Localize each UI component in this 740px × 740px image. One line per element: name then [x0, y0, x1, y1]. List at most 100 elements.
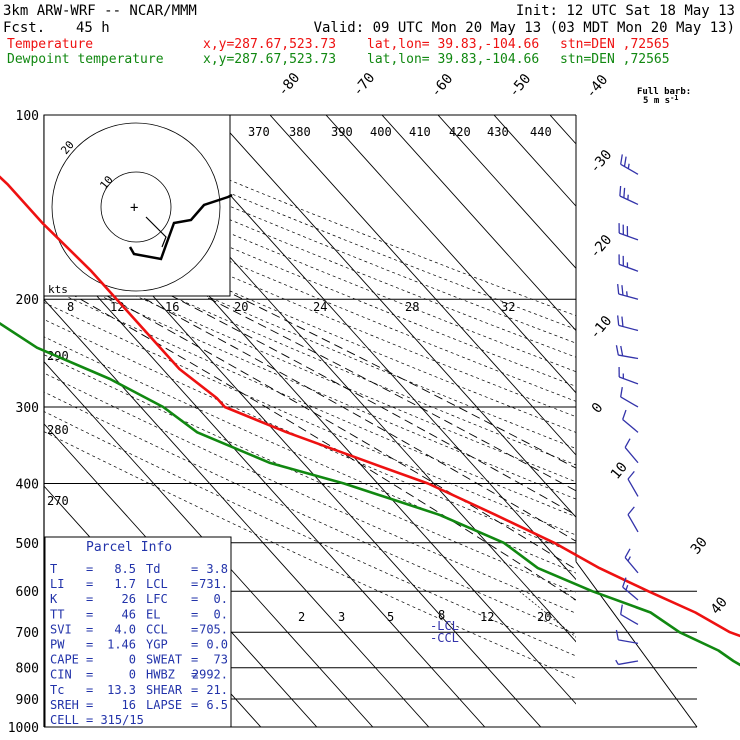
hodograph-frame: [43, 114, 231, 297]
mixing-ratio-label: 20: [537, 610, 551, 624]
wind-barb-shaft: [624, 447, 639, 464]
parcel-info-equals: =: [191, 683, 198, 697]
wind-barb-flag: [621, 316, 624, 327]
parcel-info-value: 0: [129, 668, 136, 682]
isotherm-label: -20: [587, 232, 616, 262]
theta-e-label: 410: [409, 125, 431, 139]
dry-adiabat-line: [44, 253, 576, 483]
parcel-info-key: SHEAR: [146, 683, 183, 697]
isotherm-label: -60: [428, 71, 457, 101]
pressure-tick-label: 800: [16, 662, 39, 677]
wind-barb: [622, 409, 639, 433]
isotherm-label: -80: [275, 70, 304, 100]
parcel-info-key: LAPSE: [146, 698, 182, 712]
wind-barb-shaft: [620, 396, 639, 408]
parcel-info-key: CAPE: [50, 653, 79, 667]
temp-xy: x,y=287.67,523.73: [203, 37, 336, 52]
isotherm-line: [437, 115, 576, 270]
dry-adiabat-line: [44, 208, 576, 433]
wind-barb-shaft: [618, 376, 639, 385]
wind-barb: [624, 438, 639, 464]
dry-adiabat-line: [44, 194, 576, 418]
barb-units: 5 m s-1: [643, 94, 679, 106]
parcel-info-key: T: [50, 562, 57, 576]
sounding-profiles: [0, 175, 740, 667]
hodograph-center-marker: +: [130, 200, 138, 216]
moist-adiabat-line: [44, 278, 576, 601]
parcel-info-key: CCL: [146, 622, 168, 636]
parcel-info-key: K: [50, 592, 58, 606]
parcel-info-equals: =: [191, 668, 198, 682]
parcel-info-equals: =: [191, 698, 198, 712]
model-title: 3km ARW-WRF -- NCAR/MMM: [3, 3, 197, 19]
wind-barb: [615, 629, 639, 644]
init-time: Init: 12 UTC Sat 18 May 13: [516, 3, 735, 19]
parcel-info-value: 0.: [214, 592, 228, 606]
wind-barb: [619, 185, 639, 206]
dry-adiabat-line: [44, 166, 576, 387]
hodograph-trace: [128, 193, 233, 261]
mixing-ratio-lines: [519, 590, 576, 638]
wind-barb-flag: [620, 154, 623, 165]
wind-barb: [627, 470, 639, 497]
wind-barb-flag: [624, 548, 631, 558]
wind-barb-flag: [615, 659, 619, 665]
temp-latlon: lat,lon= 39.83,-104.66: [367, 37, 539, 52]
barb-units-text: 5 m s: [643, 96, 670, 106]
isotherm-label: -40: [583, 72, 612, 102]
isotherm-label: 30: [688, 534, 711, 557]
isotherm-line: [325, 115, 576, 394]
parcel-info-value: 16: [122, 698, 136, 712]
isotherm-label: 10: [608, 459, 631, 482]
parcel-info-equals: =: [191, 562, 198, 576]
parcel-info-key: YGP: [146, 638, 168, 652]
parcel-info-value: 3.8: [206, 562, 228, 576]
parcel-info-key: CIN: [50, 668, 72, 682]
hodograph-speed-label: 24: [313, 300, 327, 314]
wind-barb-flag: [620, 345, 624, 356]
parcel-info-key: EL: [146, 607, 160, 621]
valid-time: Valid: 09 UTC Mon 20 May 13 (03 MDT Mon …: [314, 20, 735, 36]
wind-barb: [617, 315, 639, 332]
pressure-tick-label: 600: [16, 585, 39, 600]
isotherm-label: 0: [589, 400, 607, 417]
dry-adiabats: [44, 115, 576, 679]
mixing-ratio-label: 5: [387, 610, 394, 624]
pressure-tick-label: 700: [16, 626, 39, 641]
theta-e-label: 370: [248, 125, 270, 139]
temperature-profile: [0, 175, 740, 638]
parcel-info-value: 73: [214, 653, 228, 667]
wind-barb: [617, 284, 639, 300]
parcel-info-value: 8.5: [114, 562, 136, 576]
wind-barb-flag: [622, 409, 627, 420]
hodograph-storm-motion: [145, 216, 167, 248]
theta-side-label: 280: [47, 423, 69, 437]
isotherm-line: [44, 360, 374, 727]
parcel-info-value: 4.0: [114, 622, 136, 636]
parcel-info-equals: =: [86, 698, 93, 712]
dry-adiabat-line: [44, 302, 576, 536]
dry-adiabat-line: [44, 336, 576, 574]
wind-barb: [618, 254, 639, 272]
wind-barb-shaft: [622, 586, 639, 601]
pressure-tick-label: 200: [16, 293, 39, 308]
parcel-info-value: 1.7: [114, 577, 136, 591]
wind-barb-flag: [621, 285, 624, 296]
hodograph-speed-label: 32: [501, 300, 515, 314]
hodograph-ring-10: [100, 171, 172, 243]
wind-barb-flag: [627, 556, 631, 562]
fcst-label: Fcst.: [3, 20, 45, 36]
mixing-ratio-label: 3: [338, 610, 345, 624]
wind-barb-flag: [624, 438, 631, 448]
parcel-info-equals: =: [86, 592, 93, 606]
temperature-legend: Temperature: [7, 37, 93, 52]
parcel-info-value: 705.: [199, 622, 228, 636]
isotherm-line: [44, 298, 430, 727]
parcel-info-key: PW: [50, 638, 65, 652]
wind-barb-shaft: [622, 418, 639, 433]
wind-barb: [622, 577, 639, 601]
dew-xy: x,y=287.67,523.73: [203, 52, 336, 67]
wind-barb-flag: [623, 187, 626, 198]
theta-e-label: 430: [487, 125, 509, 139]
